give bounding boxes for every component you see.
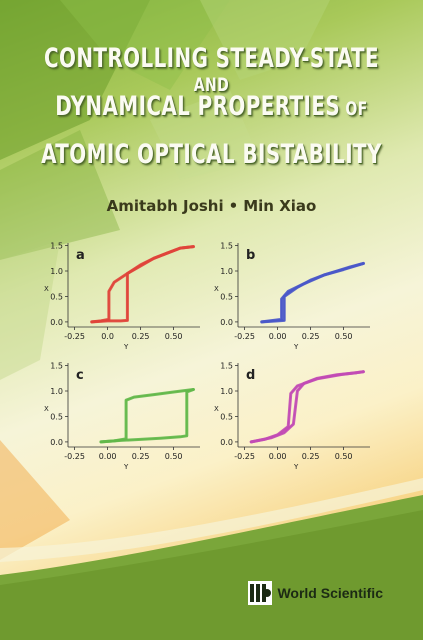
title-text: ATOMIC OPTICAL BISTABILITY	[41, 139, 382, 170]
x-axis-label: Y	[293, 343, 299, 351]
trace-core	[261, 262, 364, 323]
title-text: DYNAMICAL PROPERTIES	[55, 91, 341, 122]
trace-core	[91, 246, 194, 323]
chart-panel-c: -0.25 0.00 0.25 0.50 0.0 0.5 1.0 1.5 Y Xc	[44, 362, 200, 471]
chart-panel-b: -0.25 0.00 0.25 0.50 0.0 0.5 1.0 1.5 Y Xb	[214, 242, 370, 351]
x-tick-label: -0.25	[234, 332, 255, 341]
bg-facet	[0, 130, 120, 260]
x-tick-label: -0.25	[234, 452, 255, 461]
bg-facet	[0, 440, 70, 560]
y-tick-label: 0.5	[50, 292, 63, 301]
title-line-1: CONTROLLING STEADY-STATE AND	[38, 43, 385, 96]
x-tick-label: 0.50	[165, 452, 183, 461]
x-tick-label: 0.50	[335, 332, 353, 341]
chart-panel-d: -0.25 0.00 0.25 0.50 0.0 0.5 1.0 1.5 Y Xd	[214, 362, 370, 471]
x-tick-label: 0.50	[165, 332, 183, 341]
x-tick-label: 0.0	[101, 332, 114, 341]
y-tick-label: 0.5	[220, 292, 233, 301]
panel-label: c	[76, 368, 84, 383]
title-connector: AND	[193, 74, 230, 96]
y-tick-label: 0.0	[220, 438, 233, 447]
trace-core	[251, 371, 364, 443]
y-axis-label: X	[214, 285, 219, 293]
y-tick-label: 1.5	[50, 242, 63, 251]
x-tick-label: 0.25	[302, 332, 320, 341]
x-tick-label: -0.25	[64, 332, 85, 341]
trace-core	[100, 389, 194, 443]
y-tick-label: 0.0	[50, 318, 63, 327]
title-text: CONTROLLING STEADY-STATE	[43, 43, 380, 74]
world-scientific-logo-icon	[248, 581, 273, 605]
y-axis-label: X	[214, 405, 219, 413]
panel-label: d	[246, 368, 255, 383]
x-axis-label: Y	[123, 343, 129, 351]
y-tick-label: 1.0	[220, 267, 233, 276]
x-tick-label: 0.25	[302, 452, 320, 461]
y-tick-label: 0.5	[220, 412, 233, 421]
bg-facet	[200, 0, 330, 80]
bg-facet	[150, 90, 260, 180]
y-tick-label: 1.5	[220, 362, 233, 371]
x-tick-label: 0.00	[269, 452, 287, 461]
y-tick-label: 1.5	[50, 362, 63, 371]
x-tick-label: 0.50	[335, 452, 353, 461]
y-tick-label: 1.0	[220, 387, 233, 396]
x-tick-label: 0.25	[132, 332, 150, 341]
y-tick-label: 1.0	[50, 387, 63, 396]
y-tick-label: 0.0	[220, 318, 233, 327]
y-tick-label: 1.5	[220, 242, 233, 251]
bg-facet	[0, 240, 60, 380]
publisher-mark: World Scientific	[248, 581, 383, 605]
author-name: Min Xiao	[243, 197, 317, 215]
publisher-name: World Scientific	[277, 585, 383, 601]
y-tick-label: 0.0	[50, 438, 63, 447]
x-tick-label: 0.25	[132, 452, 150, 461]
panel-label: a	[76, 248, 85, 263]
y-tick-label: 0.5	[50, 412, 63, 421]
x-tick-label: 0.00	[99, 452, 117, 461]
author-separator: •	[228, 197, 239, 215]
title-connector: OF	[340, 98, 368, 120]
bg-facet	[60, 0, 230, 90]
author-name: Amitabh Joshi	[106, 197, 224, 215]
y-tick-label: 1.0	[50, 267, 63, 276]
x-tick-label: 0.00	[269, 332, 287, 341]
x-tick-label: -0.25	[64, 452, 85, 461]
x-axis-label: Y	[123, 463, 129, 471]
author-line: Amitabh Joshi • Min Xiao	[0, 197, 423, 215]
title-line-3: ATOMIC OPTICAL BISTABILITY	[38, 139, 385, 170]
bg-facet	[0, 0, 150, 160]
x-axis-label: Y	[293, 463, 299, 471]
y-axis-label: X	[44, 405, 49, 413]
title-line-2: DYNAMICAL PROPERTIES OF	[38, 91, 385, 122]
y-axis-label: X	[44, 285, 49, 293]
panel-label: b	[246, 248, 255, 263]
